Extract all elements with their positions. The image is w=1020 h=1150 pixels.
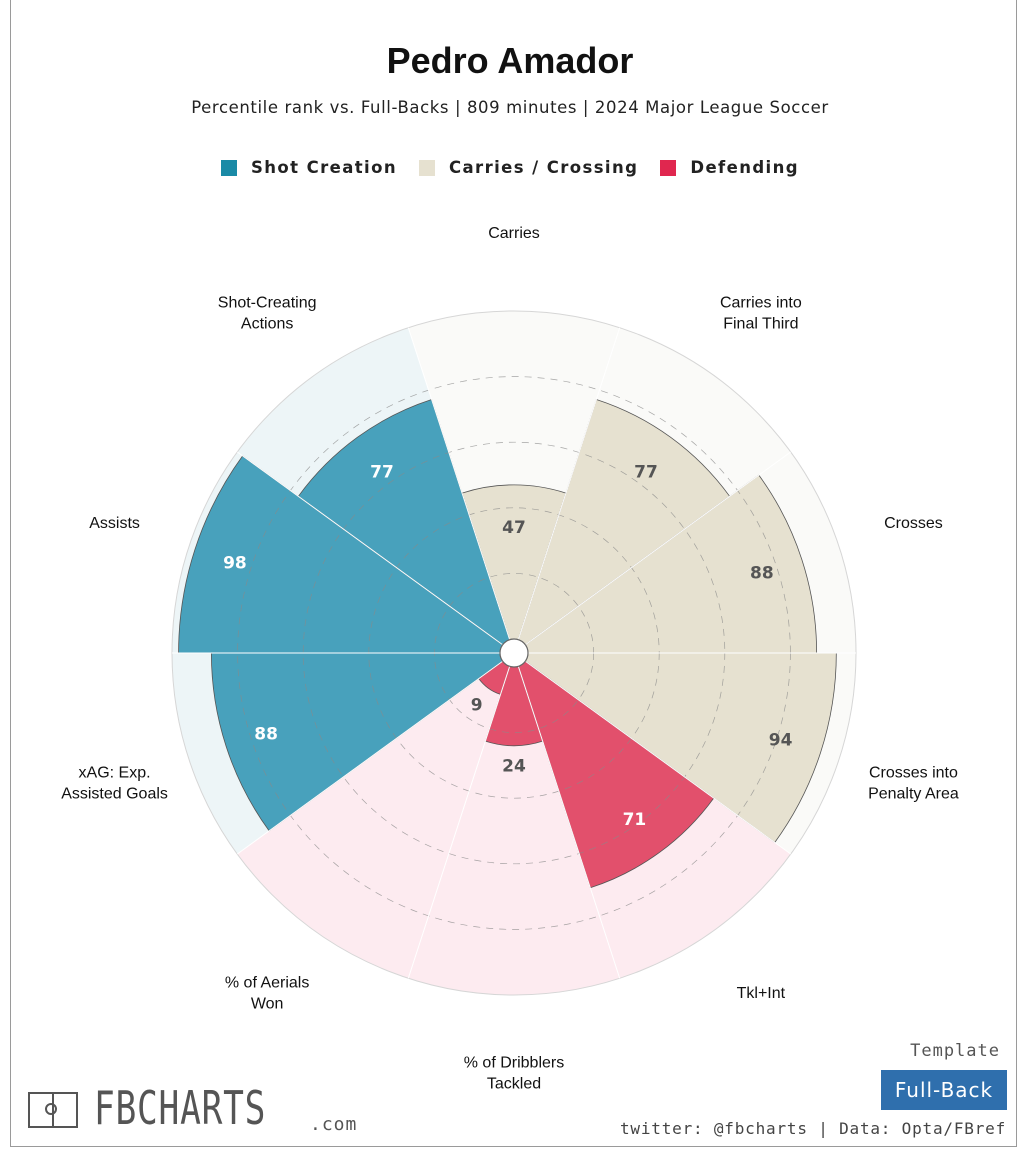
axis-label-carries-into-final-third-line-2: Final Third <box>723 316 798 333</box>
chart-frame <box>10 0 1017 1147</box>
legend-label-carries-crossing: Carries / Crossing <box>449 158 639 177</box>
center-hole <box>499 638 529 668</box>
value-label-assists: 98 <box>223 553 247 573</box>
spoke-2 <box>525 451 791 646</box>
axis-label-of-dribblers-tackled-line-1: % of Dribblers <box>464 1055 564 1072</box>
value-label-shot-creating-actions: 77 <box>370 462 394 482</box>
legend-swatch-defending <box>660 159 677 176</box>
legend-swatch-carries-crossing <box>419 159 435 176</box>
legend-item-carries-crossing: Carries / Crossing <box>419 158 638 177</box>
legend-label-shot-creation: Shot Creation <box>251 158 397 177</box>
chart-subtitle: Percentile rank vs. Full-Backs | 809 min… <box>191 98 829 117</box>
axis-label-crosses-into-penalty-area-line-2: Penalty Area <box>868 785 959 802</box>
value-label-tkl-int: 71 <box>623 810 647 830</box>
axis-label-xag-exp-assisted-goals-line-1: xAG: Exp. <box>79 764 151 781</box>
credits: twitter: @fbcharts | Data: Opta/FBref <box>619 1119 1006 1138</box>
axis-label-carries-into-final-third-line-1: Carries into <box>720 295 802 312</box>
axis-label-of-dribblers-tackled-line-2: Tackled <box>487 1076 541 1093</box>
spoke-4 <box>525 660 791 855</box>
spoke-0 <box>407 327 511 640</box>
axis-label-xag-exp-assisted-goals-line-2: Assisted Goals <box>61 785 168 802</box>
template-label: Template <box>910 1041 1000 1061</box>
value-label-xag-exp-assisted-goals: 88 <box>254 725 278 745</box>
value-label-of-aerials-won: 9 <box>471 695 483 715</box>
axis-label-of-aerials-won-line-2: Won <box>251 995 284 1012</box>
value-label-carries-into-final-third: 77 <box>634 462 658 482</box>
legend-swatch-shot-creation <box>221 159 237 176</box>
spoke-7 <box>237 660 503 855</box>
spoke-5 <box>517 666 621 979</box>
axis-label-of-aerials-won-line-1: % of Aerials <box>225 974 309 991</box>
spoke-9 <box>237 451 503 646</box>
axis-label-assists-line-1: Assists <box>89 515 140 532</box>
axis-label-shot-creating-actions-line-1: Shot-Creating <box>218 295 317 312</box>
legend-item-defending: Defending <box>660 158 799 177</box>
value-label-crosses-into-penalty-area: 94 <box>769 731 793 751</box>
axis-label-carries-line-1: Carries <box>488 225 540 242</box>
legend: Shot Creation Carries / Crossing Defendi… <box>0 158 1020 177</box>
value-label-carries: 47 <box>502 518 526 538</box>
axis-label-shot-creating-actions-line-2: Actions <box>241 316 293 333</box>
pitch-icon <box>28 1092 78 1128</box>
chart-title: Pedro Amador <box>386 40 634 81</box>
axis-label-crosses-line-1: Crosses <box>884 515 943 532</box>
brand-suffix: .com <box>310 1114 358 1135</box>
brand-name: FBCHARTS <box>94 1081 267 1135</box>
legend-label-defending: Defending <box>690 158 799 177</box>
brand-logo: FBCHARTS .com <box>28 1081 356 1135</box>
axis-label-crosses-into-penalty-area-line-1: Crosses into <box>869 764 958 781</box>
template-badge: Full-Back <box>881 1070 1007 1110</box>
legend-item-shot-creation: Shot Creation <box>221 158 397 177</box>
value-label-crosses: 88 <box>750 563 774 583</box>
spoke-6 <box>407 666 511 979</box>
spoke-1 <box>517 327 621 640</box>
value-label-of-dribblers-tackled: 24 <box>502 757 526 777</box>
axis-label-tkl-int-line-1: Tkl+Int <box>737 985 786 1002</box>
